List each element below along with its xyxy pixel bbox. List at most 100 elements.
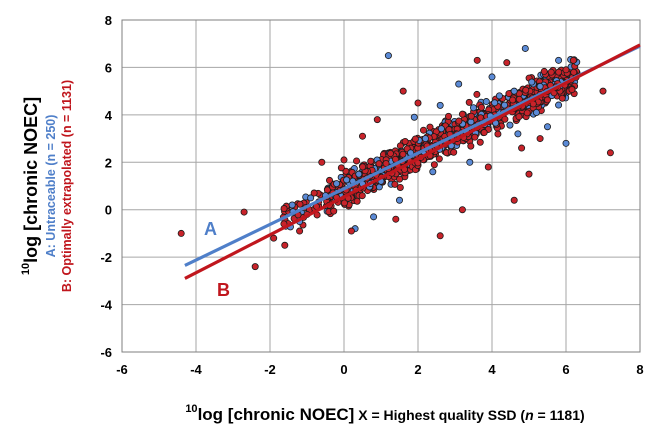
series-b-point — [347, 227, 355, 235]
x-axis-label-n: n — [525, 407, 534, 423]
series-b-point — [523, 109, 531, 117]
series-b-point — [543, 96, 551, 104]
series-a-point — [384, 52, 392, 60]
series-a-point — [482, 98, 490, 106]
series-b-point — [391, 180, 399, 188]
x-tick-label: 4 — [488, 362, 496, 377]
y-axis-label-main: log [chronic NOEC] — [21, 97, 41, 263]
series-b-point — [280, 205, 288, 213]
y-axis-line-b: B: Optimally extrapolated (n = 1131) — [60, 80, 74, 292]
series-a-point — [429, 168, 437, 176]
series-b-point — [296, 227, 304, 235]
series-b-point — [558, 94, 566, 102]
series-b-point — [510, 196, 518, 204]
y-tick-label: -6 — [100, 345, 112, 360]
series-b-point — [606, 149, 614, 157]
y-tick-label: -2 — [100, 250, 112, 265]
series-b-point — [476, 138, 484, 146]
series-a-point — [562, 139, 570, 147]
series-a-point — [555, 101, 563, 109]
x-axis-label-sup: 10 — [185, 403, 197, 415]
series-a-point — [370, 213, 378, 221]
series-a-point — [532, 108, 540, 116]
y-tick-label: 2 — [105, 155, 112, 170]
x-tick-label: 0 — [340, 362, 347, 377]
series-b-fit-line — [184, 43, 641, 280]
series-b-point — [367, 157, 375, 165]
series-b-point — [501, 115, 509, 123]
series-b-point — [330, 207, 338, 215]
fit-layer — [184, 43, 641, 280]
series-b-point — [522, 86, 530, 94]
y-axis-line-a: A: Untraceable (n = 250) — [44, 115, 58, 258]
x-tick-label: -4 — [190, 362, 202, 377]
y-axis-line-b-group: B: Optimally extrapolated (n = 1131) — [60, 80, 74, 292]
series-b-point — [177, 229, 185, 237]
series-a-point — [510, 87, 518, 95]
series-b-point — [480, 129, 488, 137]
series-b-point — [536, 135, 544, 143]
series-b-point — [455, 117, 463, 125]
series-b-point — [435, 155, 443, 163]
series-b-point — [358, 192, 366, 200]
series-b-point — [471, 133, 479, 141]
series-a-point — [555, 56, 563, 64]
series-b-point — [503, 59, 511, 67]
series-a-point — [491, 99, 499, 107]
series-b-letter: B — [217, 280, 230, 300]
series-b-point — [570, 68, 578, 76]
series-b-point — [494, 130, 502, 138]
series-a-point — [521, 44, 529, 52]
series-b-point — [467, 112, 475, 120]
series-a-point — [421, 135, 429, 143]
y-axis-line-a-group: A: Untraceable (n = 250) — [44, 115, 58, 258]
series-a-point — [437, 125, 445, 133]
series-a-point — [355, 170, 363, 178]
series-b-point — [270, 234, 278, 242]
series-b-point — [353, 197, 361, 205]
series-b-point — [473, 56, 481, 64]
series-b-point — [458, 110, 466, 118]
series-b-point — [414, 99, 422, 107]
x-tick-label: -6 — [116, 362, 128, 377]
series-b-point — [358, 132, 366, 140]
series-b-point — [547, 68, 555, 76]
series-a-point — [288, 201, 296, 209]
series-b-point — [484, 163, 492, 171]
series-b-point — [326, 176, 334, 184]
series-b-point — [458, 206, 466, 214]
series-b-point — [419, 126, 427, 134]
series-a-point — [333, 180, 341, 188]
series-b-point — [318, 158, 326, 166]
series-a-letter: A — [204, 219, 217, 239]
series-b-point — [525, 170, 533, 178]
series-a-point — [501, 101, 509, 109]
x-tick-label: 2 — [414, 362, 421, 377]
series-b-point — [396, 183, 404, 191]
y-axis-label-sup: 10 — [20, 263, 32, 275]
y-tick-label: 0 — [105, 203, 112, 218]
series-b-point — [251, 263, 259, 271]
series-a-point — [469, 104, 477, 112]
series-b-point — [445, 112, 453, 120]
series-b-point — [375, 160, 383, 168]
x-tick-label: 6 — [562, 362, 569, 377]
series-b-point — [540, 67, 548, 75]
series-a-point — [514, 130, 522, 138]
series-b-point — [465, 98, 473, 106]
series-a-point — [495, 92, 503, 100]
series-a-point — [528, 78, 536, 86]
series-b-point — [240, 208, 248, 216]
series-b-point — [392, 215, 400, 223]
series-a-point — [436, 101, 444, 109]
y-tick-label: 4 — [105, 108, 113, 123]
plot-frame — [121, 19, 641, 353]
series-b-point — [411, 135, 419, 143]
series-b-point — [477, 103, 485, 111]
series-a-point — [410, 113, 418, 121]
series-b-point — [430, 161, 438, 169]
x-tick-label: 8 — [636, 362, 643, 377]
series-b-point — [337, 164, 345, 172]
